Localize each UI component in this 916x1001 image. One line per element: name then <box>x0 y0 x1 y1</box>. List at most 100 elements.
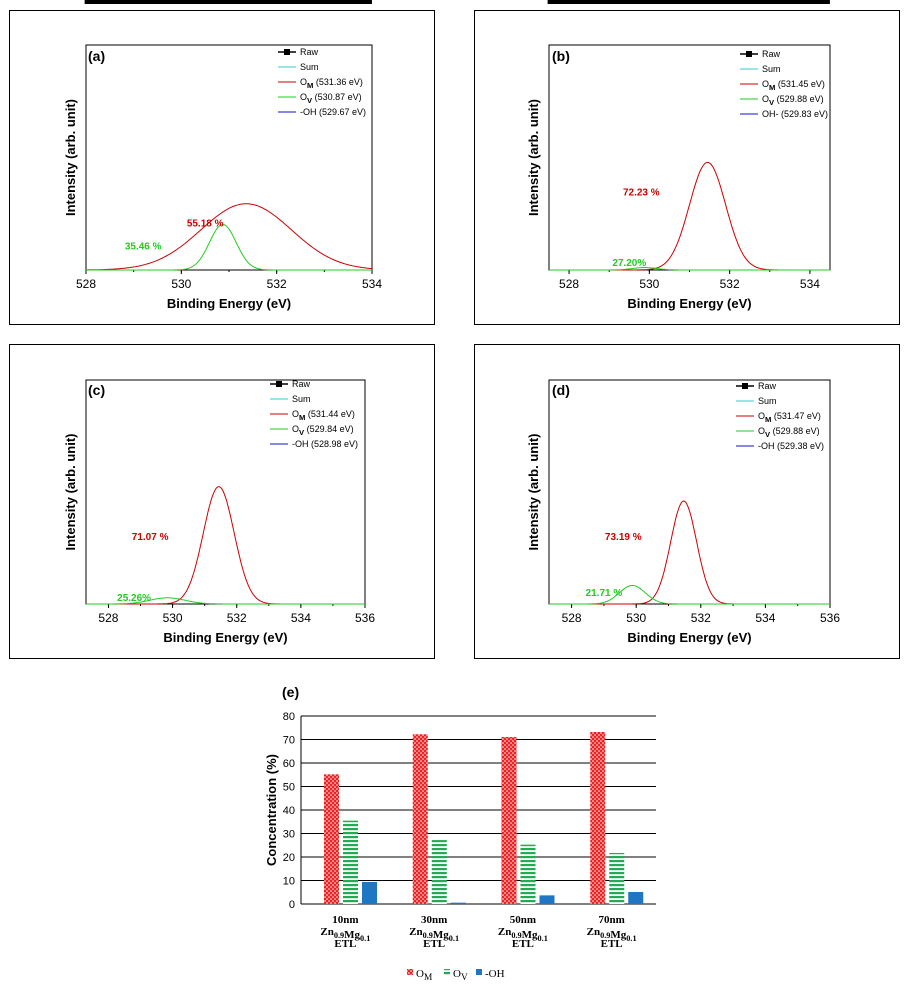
xps-chart-c: 528 530 532 534 536 Binding Energy (eV) Intens… <box>63 0 375 645</box>
category-label: ETL <box>423 938 445 950</box>
panel-label: (a) <box>88 48 105 64</box>
panel-d-frame <box>474 344 900 659</box>
raw-marker <box>290 0 295 4</box>
x-tick-label: 534 <box>800 277 820 291</box>
legend-entry: OM (531.36 eV) <box>300 77 363 90</box>
legend-marker <box>284 49 290 55</box>
raw-marker <box>748 0 753 4</box>
legend: Raw Sum OM (531.45 eV) OV (529.88 eV) OH- (5… <box>740 49 828 119</box>
legend-entry: -OH (529.67 eV) <box>300 107 366 117</box>
raw-marker <box>351 0 356 4</box>
raw-marker <box>360 0 365 4</box>
raw-marker <box>819 0 824 4</box>
raw-marker <box>657 0 662 4</box>
x-tick-label: 530 <box>163 611 183 625</box>
raw-marker <box>108 0 113 4</box>
raw-marker <box>651 0 656 4</box>
area-percent-label: 73.19 % <box>605 532 642 543</box>
y-tick-label: 50 <box>283 782 295 794</box>
legend-entry: OM (531.47 eV) <box>758 411 821 424</box>
raw-marker <box>713 0 718 4</box>
raw-marker <box>710 0 715 4</box>
raw-marker <box>739 0 744 4</box>
y-tick-label: 10 <box>283 876 295 888</box>
bar-ov <box>431 840 447 904</box>
raw-data-series <box>548 0 830 4</box>
bar-om <box>324 774 339 904</box>
raw-marker <box>728 0 733 4</box>
y-tick-label: 20 <box>283 852 295 864</box>
legend-entry: OV (530.87 eV) <box>300 92 362 105</box>
raw-marker <box>187 0 192 4</box>
raw-marker <box>357 0 362 4</box>
raw-marker <box>580 0 585 4</box>
raw-marker <box>704 0 709 4</box>
area-percent-label: 27.20% <box>612 258 646 269</box>
raw-marker <box>190 0 195 4</box>
raw-marker <box>111 0 116 4</box>
raw-marker <box>322 0 327 4</box>
panel-a-frame <box>9 10 435 325</box>
raw-marker <box>114 0 119 4</box>
raw-marker <box>119 0 124 4</box>
category-label: 30nm <box>421 914 447 926</box>
raw-marker <box>630 0 635 4</box>
raw-marker <box>639 0 644 4</box>
raw-marker <box>184 0 189 4</box>
legend: Raw Sum OM (531.36 eV) OV (530.87 eV) -OH (5… <box>278 47 366 117</box>
x-tick-label: 532 <box>691 611 711 625</box>
raw-marker <box>624 0 629 4</box>
raw-marker <box>287 0 292 4</box>
panel-label: (c) <box>88 382 105 398</box>
legend-entry: OH- (529.83 eV) <box>762 109 828 119</box>
bar-oh <box>628 892 644 904</box>
raw-marker <box>254 0 259 4</box>
raw-marker <box>155 0 160 4</box>
raw-marker <box>642 0 647 4</box>
legend-entry: Raw <box>762 49 781 59</box>
raw-marker <box>716 0 721 4</box>
x-tick-label: 532 <box>720 277 740 291</box>
legend-entry: Raw <box>758 381 777 391</box>
raw-marker <box>592 0 597 4</box>
raw-marker <box>354 0 359 4</box>
legend-entry: OM (531.45 eV) <box>762 79 825 92</box>
raw-marker <box>343 0 348 4</box>
raw-marker <box>169 0 174 4</box>
area-percent-label: 25.26% <box>117 593 151 604</box>
raw-marker <box>763 0 768 4</box>
legend-entry: Sum <box>762 64 781 74</box>
raw-marker <box>698 0 703 4</box>
raw-marker <box>571 0 576 4</box>
y-tick-label: 60 <box>283 758 295 770</box>
raw-marker <box>802 0 807 4</box>
panel-b-frame <box>474 10 900 325</box>
raw-marker <box>240 0 245 4</box>
raw-marker <box>692 0 697 4</box>
x-tick-label: 528 <box>559 277 579 291</box>
raw-marker <box>210 0 215 4</box>
component-curve-oh <box>549 585 830 605</box>
category-label: Zn0.9Mg0.1 <box>587 926 637 943</box>
x-tick-label: 530 <box>626 611 646 625</box>
raw-marker <box>807 0 812 4</box>
raw-marker <box>683 0 688 4</box>
raw-data-series <box>85 0 365 4</box>
raw-marker <box>122 0 127 4</box>
x-axis-title: Binding Energy (eV) <box>627 296 751 311</box>
raw-marker <box>680 0 685 4</box>
bar-oh <box>362 882 377 904</box>
raw-marker <box>813 0 818 4</box>
bar-ov <box>343 820 358 904</box>
raw-marker <box>367 0 372 4</box>
raw-marker <box>796 0 801 4</box>
raw-marker <box>158 0 163 4</box>
bar-oh <box>450 902 466 904</box>
area-percent-label: 55.18 % <box>187 219 224 230</box>
raw-marker <box>707 0 712 4</box>
raw-marker <box>202 0 207 4</box>
raw-marker <box>589 0 594 4</box>
raw-marker <box>243 0 248 4</box>
raw-marker <box>612 0 617 4</box>
area-percent-label: 21.71 % <box>586 588 623 599</box>
